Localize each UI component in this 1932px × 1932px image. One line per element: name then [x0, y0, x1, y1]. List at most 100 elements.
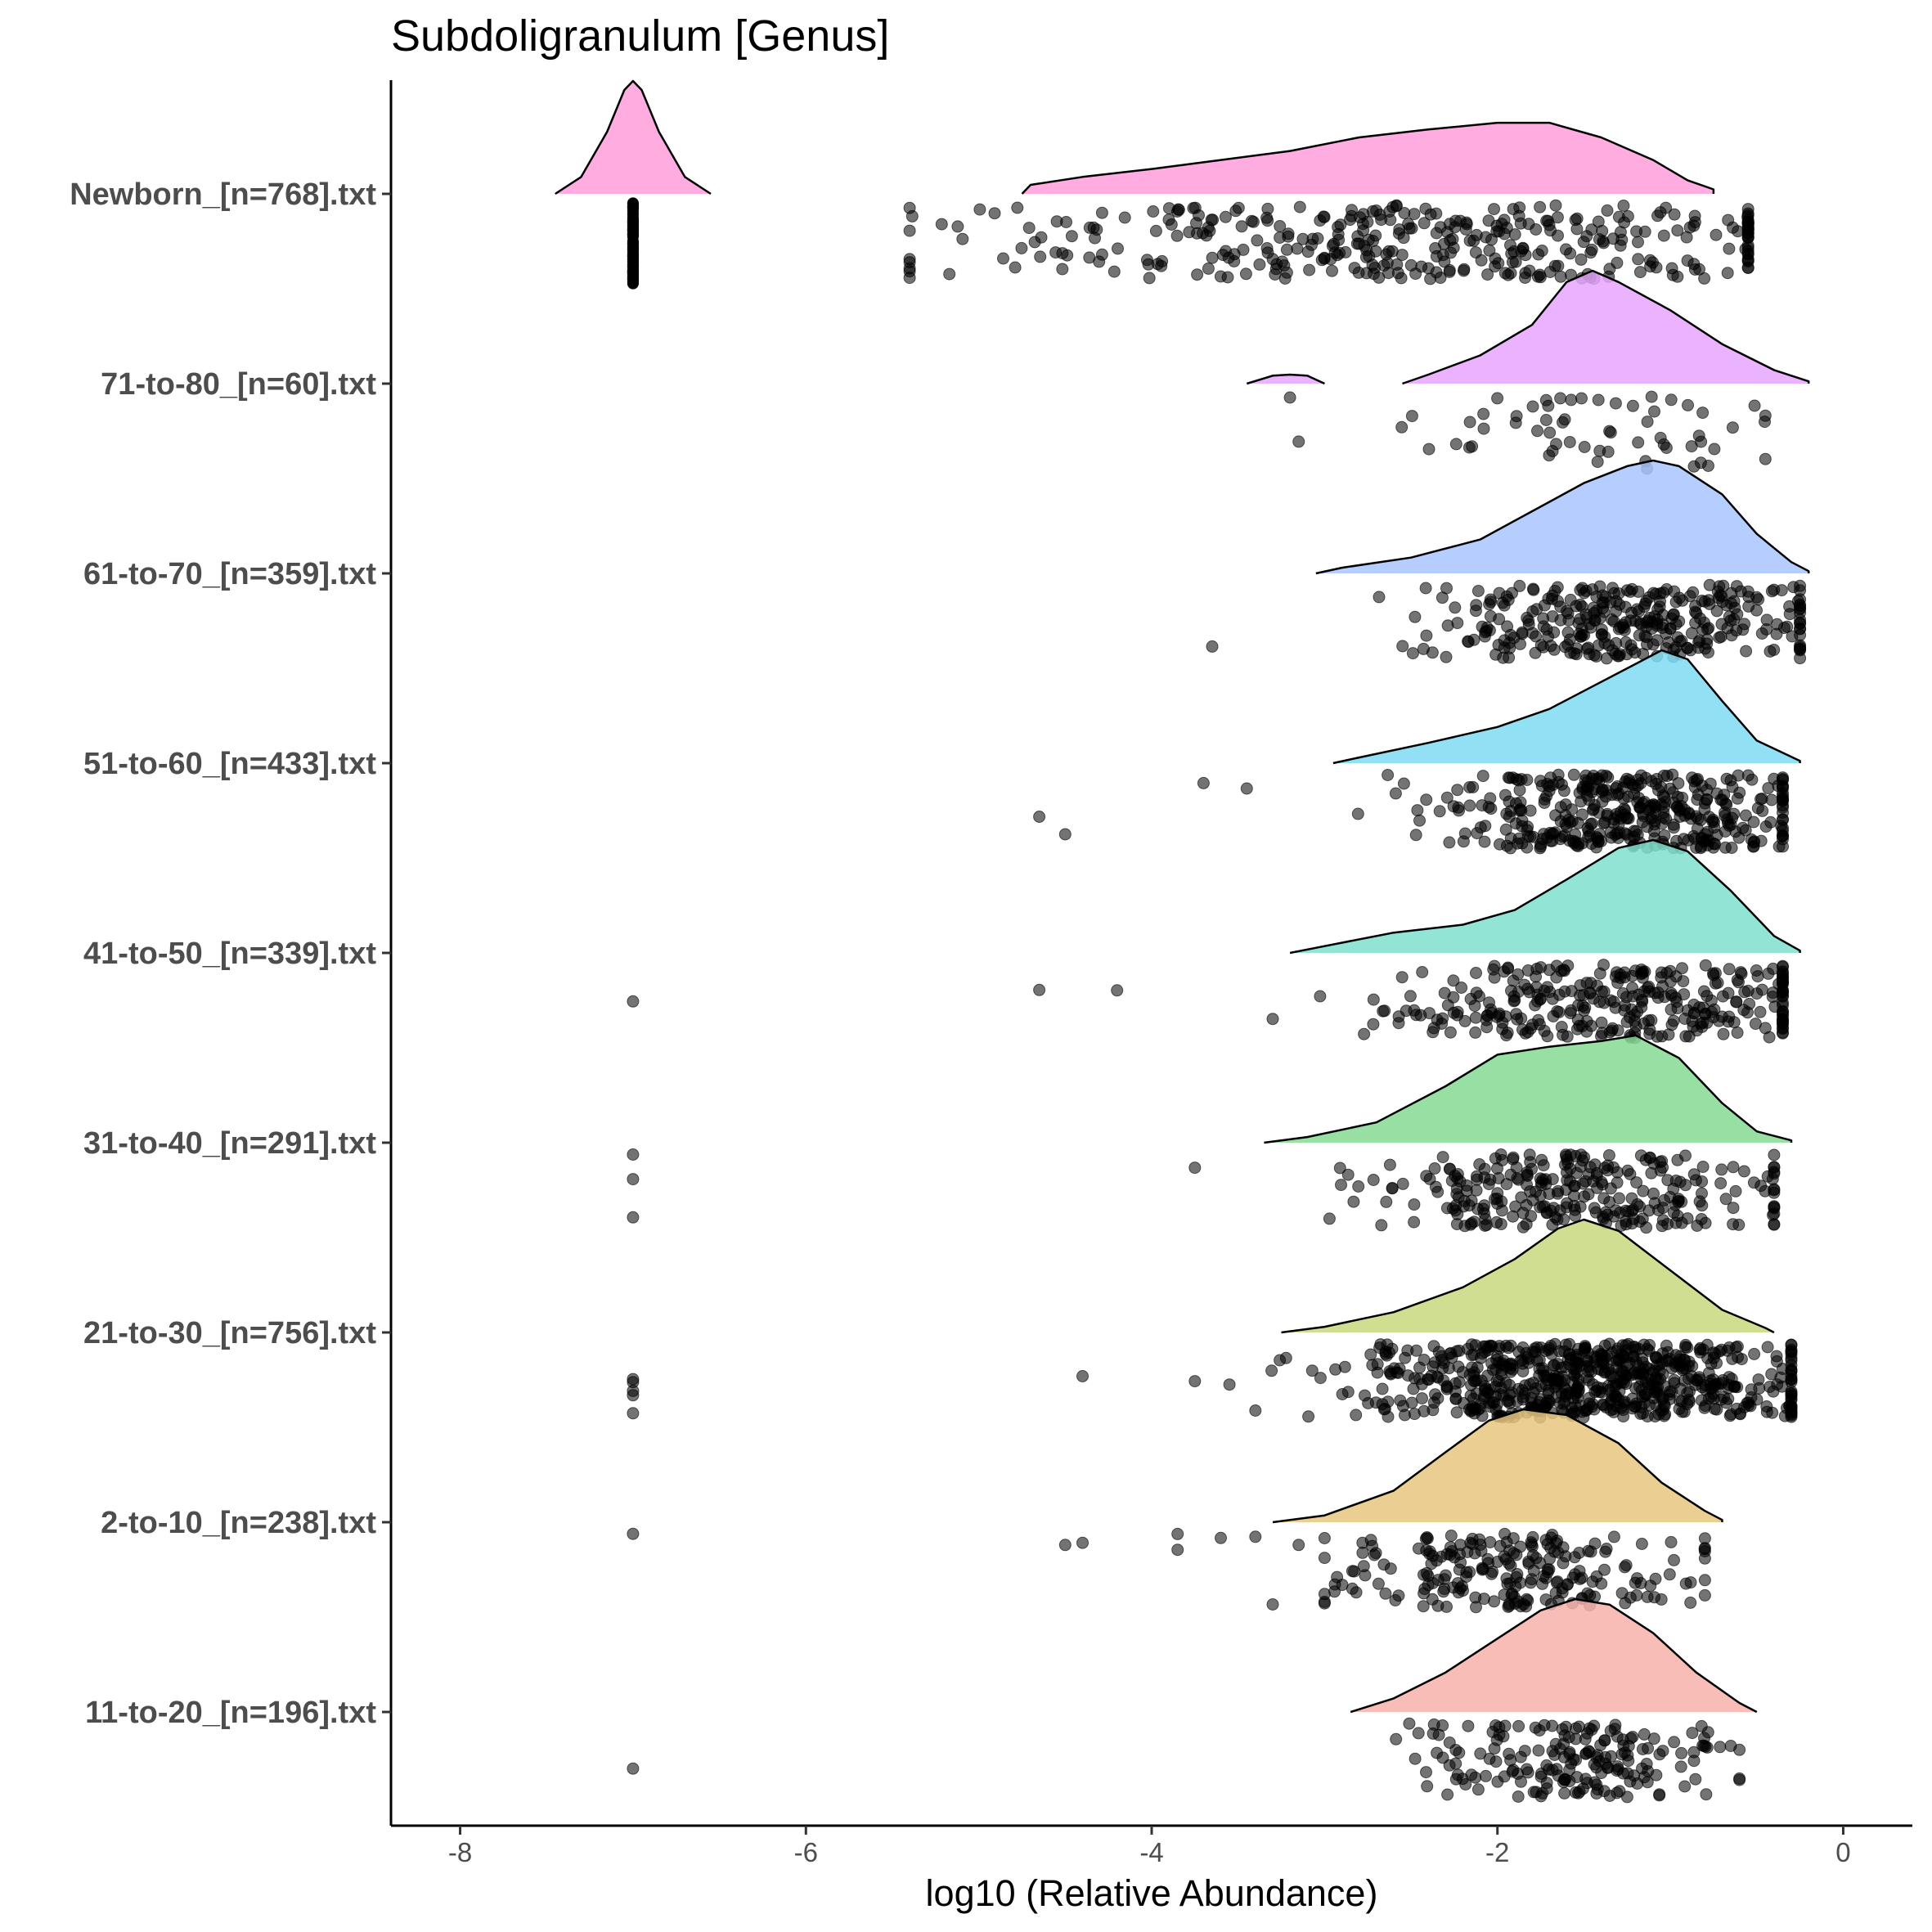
data-point: [1692, 636, 1705, 649]
data-point: [1191, 268, 1204, 281]
data-point: [1462, 441, 1476, 454]
data-point: [1436, 1751, 1449, 1764]
data-point: [1476, 1563, 1489, 1576]
data-point: [1534, 961, 1548, 974]
data-point: [1504, 1362, 1517, 1375]
data-point: [1516, 626, 1529, 639]
data-point: [1740, 645, 1753, 658]
data-point: [1719, 841, 1732, 854]
x-axis-label: log10 (Relative Abundance): [926, 1872, 1378, 1914]
data-point: [1482, 214, 1495, 227]
data-point: [1527, 1386, 1540, 1399]
data-point: [1643, 1399, 1656, 1412]
data-point: [1485, 1003, 1497, 1016]
data-point: [1305, 1364, 1319, 1377]
outlier-point: [1283, 391, 1296, 404]
data-point: [1660, 627, 1673, 640]
data-point: [1460, 1179, 1473, 1192]
cluster-point: [627, 256, 639, 268]
points-0: [627, 197, 1755, 290]
cluster-point: [627, 273, 639, 285]
data-point: [1578, 441, 1591, 453]
group-0: [555, 79, 1755, 290]
data-point: [1776, 1363, 1789, 1375]
data-point: [1441, 1788, 1454, 1801]
data-point: [1633, 266, 1647, 279]
y-tick-label: 11-to-20_[n=196].txt: [85, 1696, 376, 1730]
data-point: [1450, 1188, 1463, 1201]
density-fill: [555, 81, 711, 194]
outlier-point: [627, 1373, 640, 1386]
data-point: [1605, 831, 1618, 844]
data-point: [1574, 1200, 1587, 1213]
data-point: [1656, 1030, 1669, 1043]
data-point: [1478, 835, 1491, 848]
data-point: [1542, 592, 1555, 605]
data-point: [1377, 1004, 1390, 1018]
data-point: [1291, 242, 1304, 255]
data-point: [1631, 1005, 1644, 1018]
points-3: [1033, 768, 1789, 855]
data-point: [1422, 1373, 1434, 1386]
data-point: [1611, 977, 1624, 989]
data-point: [1570, 1732, 1582, 1746]
data-point: [1569, 1356, 1582, 1369]
data-point: [1651, 613, 1664, 626]
data-point: [1416, 966, 1429, 978]
data-point: [1473, 1158, 1486, 1170]
data-point: [1015, 241, 1028, 254]
data-point: [1377, 1558, 1391, 1571]
y-tick-label: 71-to-80_[n=60].txt: [101, 367, 376, 402]
density-fill: [1315, 461, 1809, 573]
data-point: [1592, 215, 1605, 228]
data-point: [1765, 585, 1778, 598]
data-point: [1658, 791, 1671, 804]
data-point: [1383, 1158, 1396, 1171]
data-point: [1625, 582, 1638, 595]
data-point: [1715, 1163, 1728, 1176]
group-5: [627, 1034, 1793, 1234]
data-point: [1406, 647, 1419, 660]
data-point: [1318, 1588, 1331, 1601]
data-point: [1590, 773, 1603, 786]
data-point: [1624, 833, 1637, 845]
data-point: [1474, 821, 1487, 834]
data-point: [1529, 646, 1542, 659]
data-point: [1202, 221, 1215, 234]
data-point: [1567, 1179, 1580, 1193]
data-point: [1548, 585, 1561, 597]
data-point: [1405, 410, 1418, 423]
data-point: [1502, 268, 1515, 281]
data-point: [1477, 407, 1490, 420]
outlier-point: [627, 1211, 640, 1224]
chart-title: Subdoligranulum [Genus]: [391, 11, 889, 61]
data-point: [1609, 647, 1622, 660]
data-point: [1469, 1011, 1482, 1024]
data-point: [1721, 267, 1734, 280]
data-point: [1733, 1407, 1746, 1420]
data-point: [1261, 246, 1274, 259]
data-point: [1251, 234, 1264, 247]
data-point: [1274, 1354, 1287, 1367]
data-point: [1672, 1194, 1685, 1207]
data-point: [1785, 1393, 1798, 1406]
data-point: [1543, 826, 1557, 839]
data-point: [1777, 1027, 1789, 1040]
data-point: [1375, 213, 1388, 227]
data-point: [1643, 1339, 1656, 1351]
data-point: [1538, 797, 1551, 809]
data-point: [1531, 425, 1543, 438]
data-point: [1737, 1165, 1750, 1178]
plot-area: [555, 79, 1810, 1804]
data-point: [1668, 208, 1681, 221]
data-point: [1678, 1780, 1692, 1793]
data-point: [1672, 1356, 1685, 1369]
data-point: [1695, 1719, 1708, 1732]
data-point: [1755, 627, 1768, 640]
data-point: [1698, 1552, 1711, 1565]
x-tick-label: -8: [448, 1837, 472, 1867]
data-point: [1373, 1341, 1386, 1355]
data-point: [1396, 1400, 1409, 1413]
data-point: [1521, 841, 1534, 854]
